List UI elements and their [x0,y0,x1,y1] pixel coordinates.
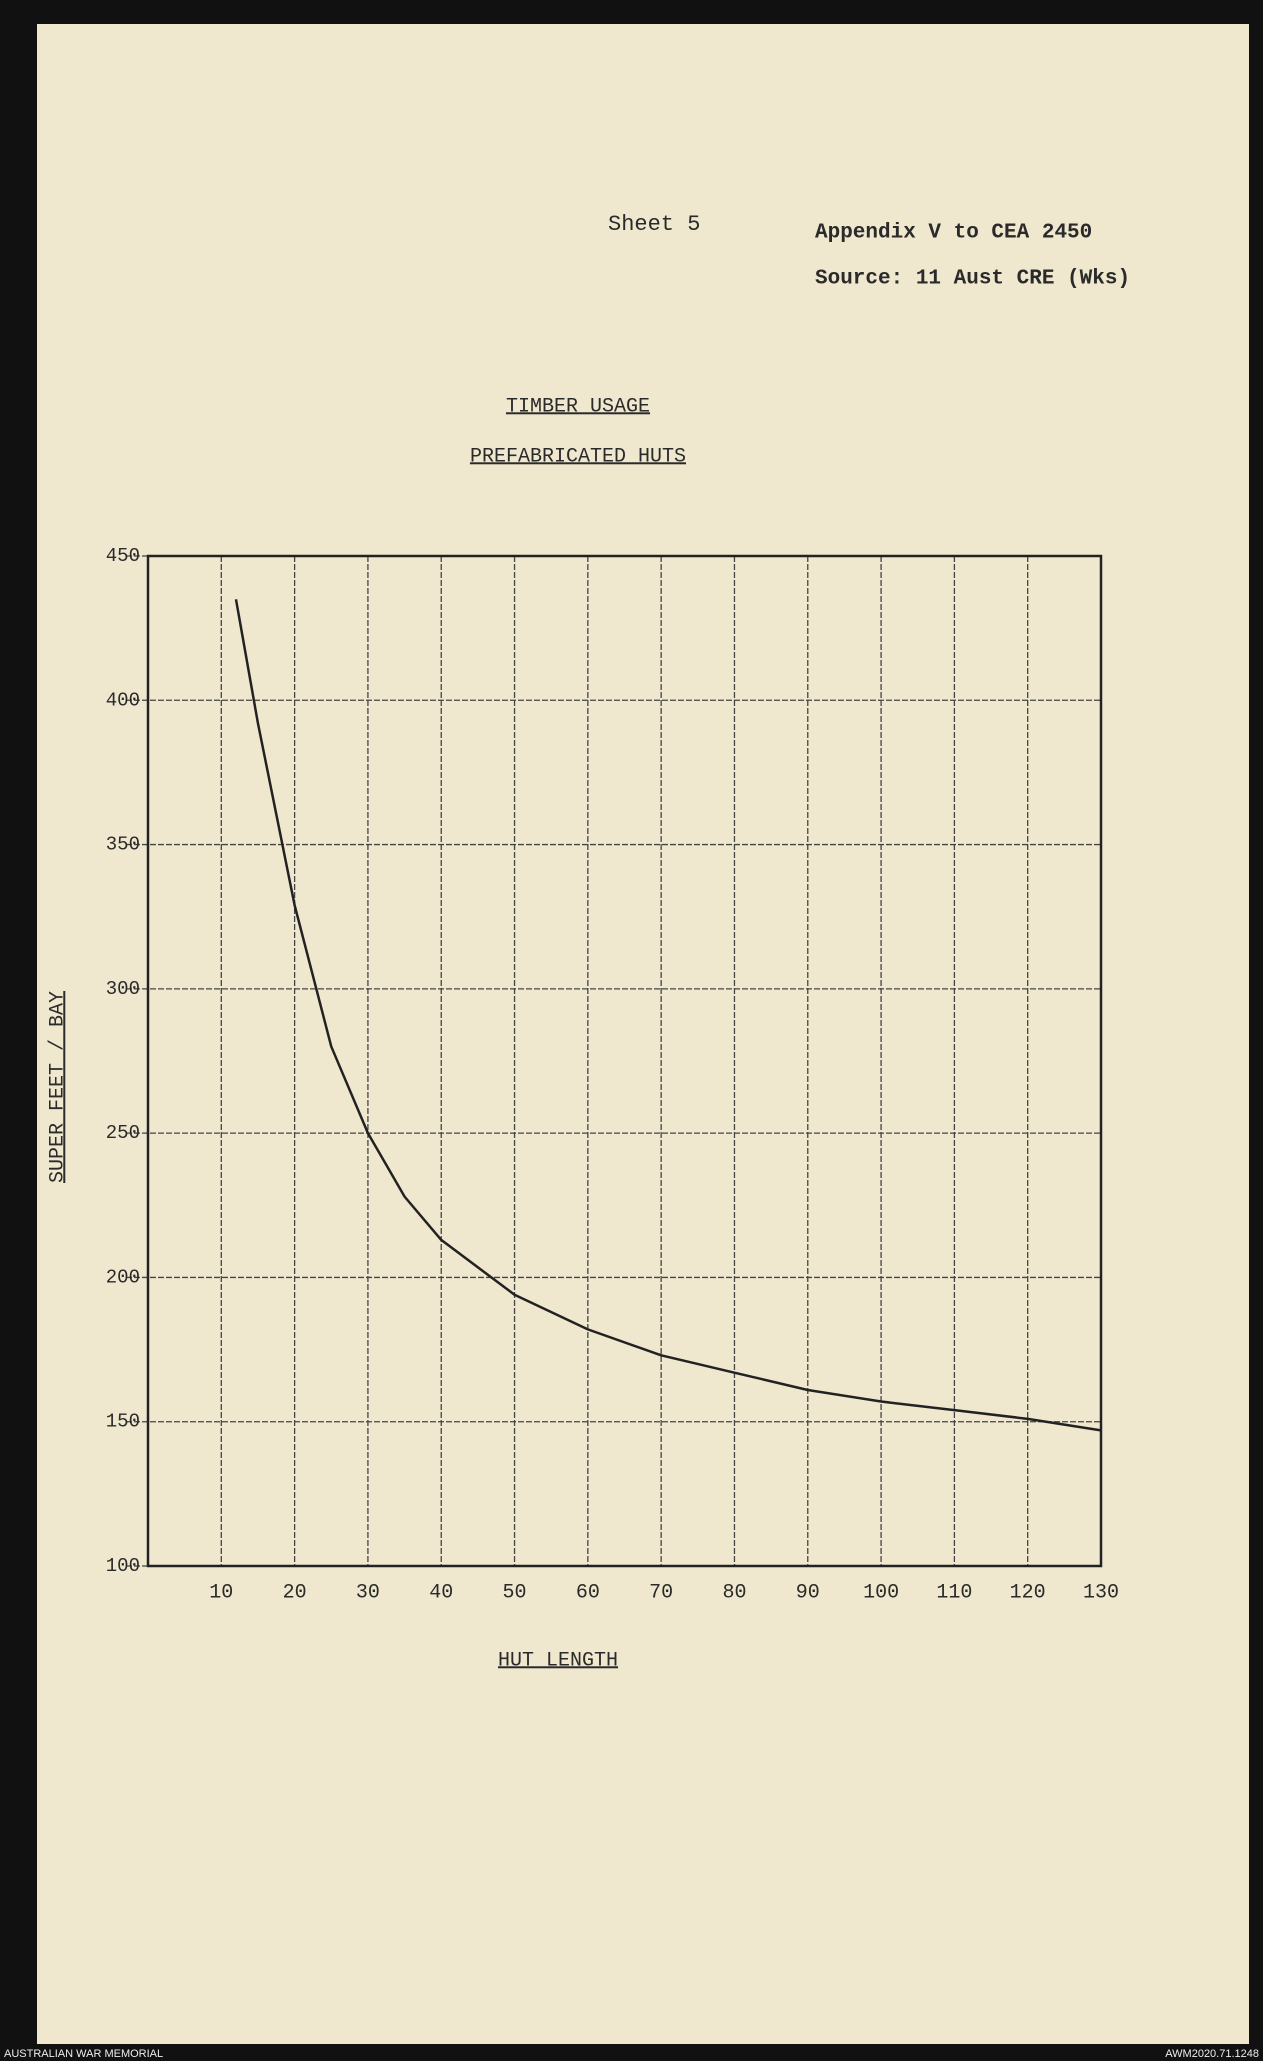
y-tick-label: 300 [106,978,140,1000]
y-tick-label: 150 [106,1411,140,1433]
curve [234,599,1102,1432]
x-tick-label: 40 [429,1581,453,1604]
x-tick-label: 20 [283,1581,307,1604]
footer-left: AUSTRALIAN WAR MEMORIAL [4,2048,163,2060]
sheet-label: Sheet 5 [608,212,700,237]
y-tick-label: 350 [106,834,140,856]
y-tick-label: 450 [106,545,140,567]
x-tick-label: 10 [209,1581,233,1604]
x-tick-label: 60 [576,1581,600,1604]
x-tick-label: 120 [1010,1581,1046,1604]
x-tick-label: 110 [936,1581,972,1604]
x-tick-label: 80 [722,1581,746,1604]
x-axis-label: HUT LENGTH [498,1649,618,1672]
chart-subtitle: PREFABRICATED HUTS [470,445,686,468]
x-tick-label: 90 [796,1581,820,1604]
y-tick-label: 400 [106,689,140,711]
chart-title: TIMBER USAGE [506,395,650,418]
appendix-label: Appendix V to CEA 2450 [815,222,1092,245]
y-tick-label: 100 [106,1555,140,1577]
paper [37,24,1249,2044]
y-tick-label: 200 [106,1266,140,1288]
x-tick-label: 100 [863,1581,899,1604]
x-tick-label: 130 [1083,1581,1119,1604]
x-tick-label: 50 [503,1581,527,1604]
plot-frame [146,554,1103,1568]
y-axis-label: SUPER FEET / BAY [46,991,69,1183]
y-tick-label: 250 [106,1122,140,1144]
footer-right: AWM2020.71.1248 [1165,2048,1259,2060]
source-label: Source: 11 Aust CRE (Wks) [815,268,1130,291]
x-tick-label: 70 [649,1581,673,1604]
x-tick-label: 30 [356,1581,380,1604]
